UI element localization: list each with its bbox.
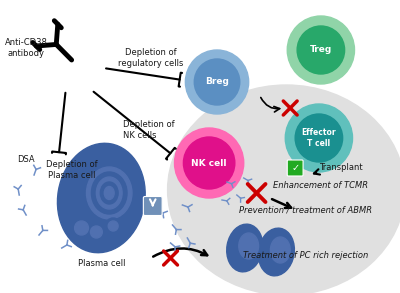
FancyBboxPatch shape — [287, 160, 303, 176]
Ellipse shape — [274, 241, 287, 259]
Circle shape — [90, 226, 102, 238]
Ellipse shape — [245, 241, 253, 251]
Ellipse shape — [258, 228, 294, 276]
Ellipse shape — [242, 237, 255, 255]
FancyBboxPatch shape — [143, 197, 162, 215]
Circle shape — [174, 128, 244, 198]
Text: Transplant: Transplant — [319, 163, 362, 173]
Text: Breg: Breg — [205, 78, 229, 86]
Text: NK cell: NK cell — [191, 159, 227, 168]
Ellipse shape — [270, 237, 290, 263]
Circle shape — [72, 218, 92, 238]
Text: Prevention / treatment of ABMR: Prevention / treatment of ABMR — [240, 205, 373, 214]
Text: Treatment of PC rich rejection: Treatment of PC rich rejection — [244, 251, 369, 260]
Ellipse shape — [100, 182, 118, 204]
Text: Effector
T cell: Effector T cell — [302, 128, 336, 148]
Ellipse shape — [276, 244, 284, 255]
Circle shape — [285, 104, 352, 172]
Ellipse shape — [227, 224, 263, 272]
Ellipse shape — [92, 172, 127, 214]
Text: ✓: ✓ — [291, 163, 299, 173]
Text: Enhancement of TCMR: Enhancement of TCMR — [273, 180, 368, 190]
Text: Treg: Treg — [310, 45, 332, 54]
Text: Anti-CD38
antibody: Anti-CD38 antibody — [5, 38, 48, 58]
Text: DSA: DSA — [17, 156, 35, 164]
Text: Depletion of
regulatory cells: Depletion of regulatory cells — [118, 48, 184, 68]
Ellipse shape — [58, 143, 145, 253]
Text: Plasma cell: Plasma cell — [78, 258, 125, 268]
Circle shape — [88, 223, 105, 241]
Circle shape — [194, 59, 240, 105]
Circle shape — [297, 26, 345, 74]
Ellipse shape — [168, 85, 400, 293]
Ellipse shape — [239, 233, 258, 259]
Circle shape — [108, 221, 118, 231]
Circle shape — [185, 50, 249, 114]
Circle shape — [287, 16, 354, 84]
Ellipse shape — [96, 177, 122, 209]
Circle shape — [295, 114, 343, 162]
Text: Depletion of
NK cells: Depletion of NK cells — [123, 120, 175, 140]
Circle shape — [105, 218, 121, 234]
Circle shape — [184, 137, 235, 189]
Text: Depletion of
Plasma cell: Depletion of Plasma cell — [46, 160, 98, 180]
Ellipse shape — [104, 187, 114, 200]
Circle shape — [75, 221, 88, 235]
Ellipse shape — [86, 167, 132, 219]
